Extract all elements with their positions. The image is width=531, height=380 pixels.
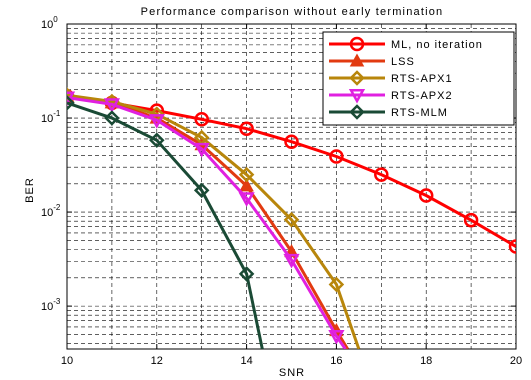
series-5: [67, 95, 264, 349]
data-point: [194, 112, 209, 127]
data-point: [374, 167, 389, 182]
data-point: [193, 142, 210, 158]
tick-labels: 10 12 14 16 18 20 10-3 10-2 10-1 100: [41, 15, 522, 367]
data-point: [239, 178, 254, 192]
data-point: [238, 166, 255, 183]
data-point: [239, 121, 254, 136]
legend-label: RTS-APX2: [391, 90, 453, 102]
x-tick-label: 14: [240, 355, 252, 367]
series-line: [67, 94, 516, 248]
y-tick-label: 10-3: [41, 297, 61, 313]
data-point: [328, 330, 345, 345]
series-3: [67, 87, 361, 349]
data-point: [67, 95, 75, 111]
data-point: [329, 149, 344, 164]
data-point: [463, 212, 479, 228]
plot-frame: [66, 23, 517, 350]
data-point: [148, 114, 165, 129]
legend-swatch-marker: [349, 53, 365, 67]
data-point: [283, 253, 300, 269]
legend-label: RTS-APX1: [391, 73, 453, 85]
data-point: [283, 211, 300, 228]
data-point: [149, 132, 165, 149]
series-line: [67, 101, 264, 349]
series-line: [67, 96, 347, 349]
x-axis-title: SNR: [279, 367, 305, 379]
legend-swatch-marker: [349, 70, 365, 86]
data-point: [103, 98, 121, 113]
legend-label: RTS-MLM: [391, 107, 448, 119]
legend-swatch-marker: [348, 88, 366, 104]
legend: ML, no iteration LSS RTS-APX1 RTS-APX2 RTS-M…: [322, 31, 515, 126]
legend-label: LSS: [391, 56, 415, 68]
series-layer: [67, 87, 516, 349]
x-tick-label: 10: [61, 355, 73, 367]
data-point: [508, 239, 516, 254]
chart-title: Performance comparison without early ter…: [141, 6, 444, 18]
x-tick-label: 16: [330, 355, 342, 367]
data-point: [328, 276, 345, 293]
y-axis-title: BER: [24, 177, 36, 203]
x-tick-label: 18: [420, 355, 432, 367]
legend-swatch-marker: [349, 36, 365, 52]
data-point: [238, 266, 255, 282]
legend-swatch-marker: [349, 104, 365, 120]
data-point: [284, 134, 299, 149]
y-tick-label: 10-2: [41, 203, 61, 219]
y-tick-label: 10-1: [41, 109, 61, 125]
x-tick-label: 20: [510, 355, 522, 367]
y-tick-label: 100: [41, 15, 58, 31]
series-line: [67, 93, 361, 349]
data-point: [418, 188, 434, 203]
series-line: [67, 94, 349, 349]
data-point: [193, 182, 210, 199]
data-point: [104, 110, 120, 126]
legend-label: ML, no iteration: [391, 39, 483, 51]
data-point: [238, 192, 255, 207]
x-tick-label: 12: [151, 355, 163, 367]
